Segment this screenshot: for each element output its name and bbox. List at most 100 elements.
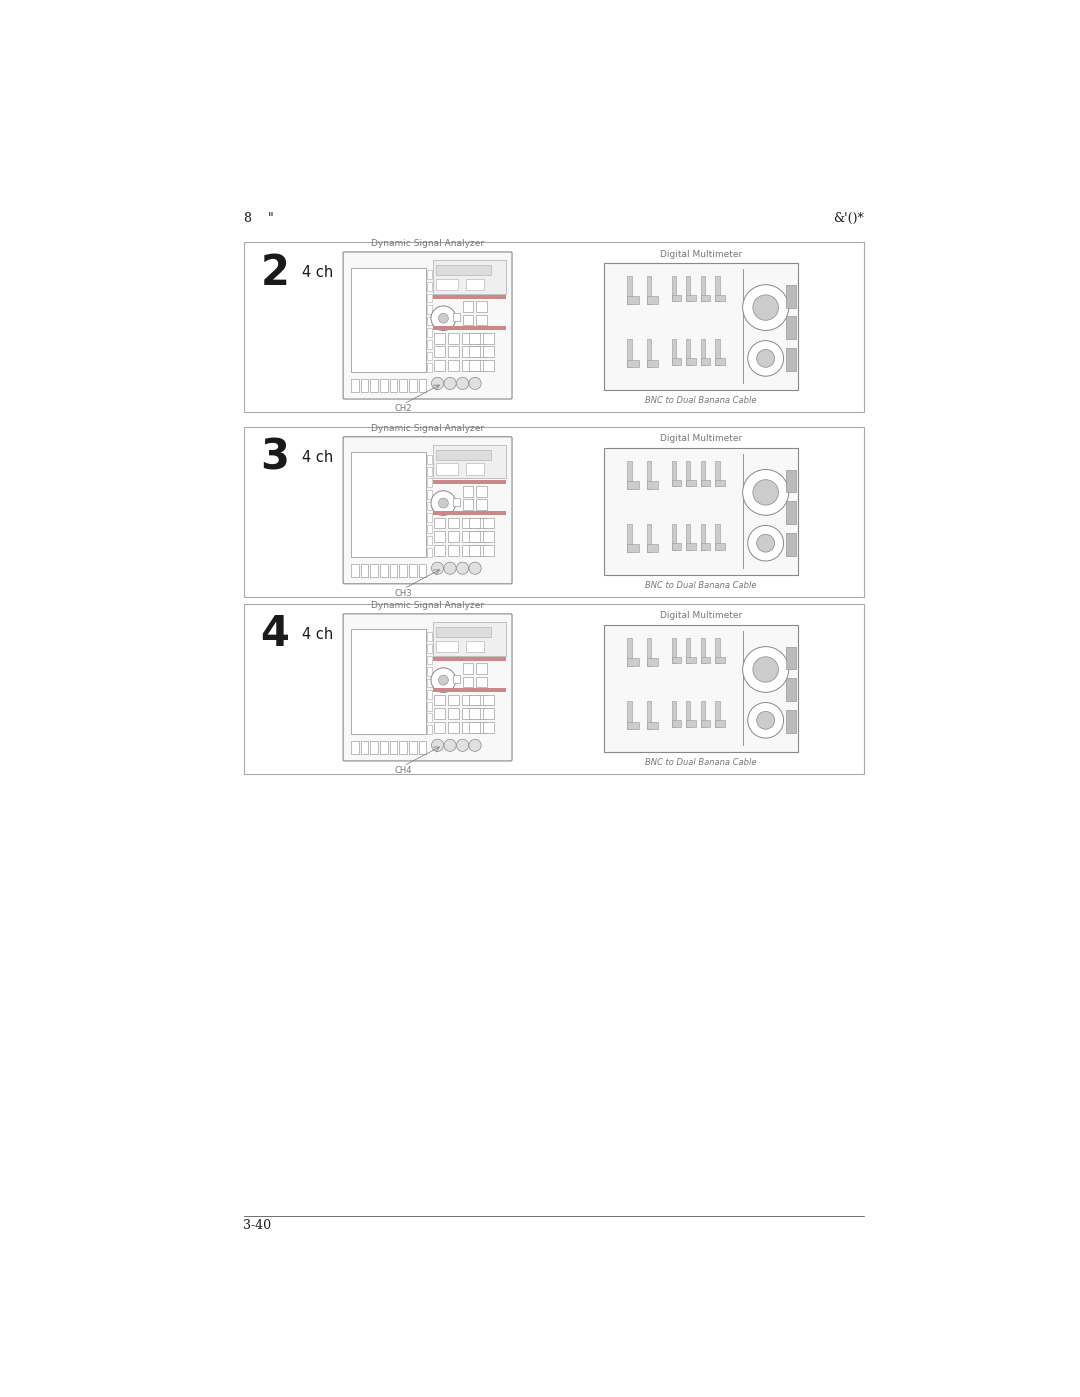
Bar bbox=[434, 360, 445, 372]
Bar bbox=[475, 360, 486, 372]
Bar bbox=[461, 708, 472, 719]
Bar bbox=[427, 668, 432, 676]
Bar bbox=[461, 694, 472, 705]
Bar bbox=[427, 282, 432, 291]
Circle shape bbox=[753, 479, 779, 506]
Bar bbox=[433, 260, 505, 293]
Bar bbox=[786, 317, 796, 339]
Bar bbox=[672, 657, 681, 664]
Bar bbox=[243, 605, 864, 774]
Bar bbox=[475, 531, 486, 542]
Bar bbox=[672, 461, 676, 486]
Bar bbox=[469, 545, 480, 556]
Bar bbox=[627, 524, 632, 552]
Bar bbox=[686, 275, 690, 302]
Text: BNC to Dual Banana Cable: BNC to Dual Banana Cable bbox=[645, 581, 756, 590]
Bar bbox=[686, 543, 696, 549]
Bar bbox=[686, 295, 696, 302]
Circle shape bbox=[457, 377, 469, 390]
Bar bbox=[409, 564, 417, 577]
Bar bbox=[454, 497, 460, 506]
Circle shape bbox=[438, 499, 448, 509]
Bar bbox=[475, 722, 486, 733]
Bar bbox=[786, 710, 796, 733]
Bar bbox=[390, 564, 397, 577]
Bar bbox=[434, 332, 445, 344]
Bar bbox=[476, 314, 487, 326]
Bar bbox=[427, 352, 432, 360]
Bar bbox=[351, 268, 426, 372]
Bar bbox=[427, 339, 432, 349]
FancyBboxPatch shape bbox=[343, 613, 512, 761]
Circle shape bbox=[431, 490, 456, 515]
Circle shape bbox=[743, 469, 788, 515]
Text: Dynamic Signal Analyzer: Dynamic Signal Analyzer bbox=[372, 601, 484, 610]
Bar bbox=[647, 296, 658, 303]
Bar bbox=[476, 486, 487, 496]
Bar bbox=[647, 359, 658, 367]
Bar bbox=[400, 379, 407, 393]
Circle shape bbox=[757, 349, 774, 367]
Bar bbox=[448, 722, 459, 733]
Bar bbox=[351, 379, 359, 393]
Bar bbox=[475, 346, 486, 358]
Bar bbox=[715, 657, 725, 664]
Bar bbox=[476, 676, 487, 687]
Circle shape bbox=[431, 668, 456, 693]
Bar bbox=[448, 346, 459, 358]
Bar bbox=[701, 461, 705, 486]
Text: 4: 4 bbox=[260, 613, 289, 655]
Bar bbox=[627, 545, 638, 552]
Circle shape bbox=[431, 306, 456, 331]
Bar bbox=[361, 564, 368, 577]
FancyBboxPatch shape bbox=[343, 437, 512, 584]
Bar bbox=[672, 637, 676, 664]
Bar bbox=[672, 524, 676, 549]
Bar bbox=[427, 525, 432, 534]
Bar bbox=[461, 360, 472, 372]
Bar bbox=[427, 363, 432, 372]
Bar bbox=[461, 332, 472, 344]
Bar bbox=[469, 332, 480, 344]
Bar bbox=[433, 511, 505, 514]
Bar bbox=[686, 701, 690, 726]
Bar bbox=[436, 450, 490, 460]
Bar bbox=[433, 481, 505, 485]
Circle shape bbox=[457, 562, 469, 574]
Bar bbox=[427, 655, 432, 664]
Bar bbox=[469, 517, 480, 528]
Bar bbox=[483, 722, 494, 733]
Bar bbox=[433, 446, 505, 478]
Bar bbox=[434, 346, 445, 358]
Bar bbox=[672, 275, 676, 302]
Bar bbox=[647, 701, 651, 729]
Circle shape bbox=[431, 377, 444, 390]
Circle shape bbox=[431, 562, 444, 574]
Bar bbox=[390, 379, 397, 393]
Bar bbox=[786, 469, 796, 492]
Bar bbox=[434, 545, 445, 556]
Bar bbox=[701, 359, 711, 365]
Bar bbox=[427, 714, 432, 722]
Circle shape bbox=[444, 739, 456, 752]
Bar bbox=[715, 701, 719, 726]
Bar bbox=[434, 708, 445, 719]
Bar bbox=[786, 679, 796, 701]
Bar bbox=[434, 517, 445, 528]
Bar bbox=[469, 722, 480, 733]
Circle shape bbox=[747, 525, 784, 562]
Bar bbox=[469, 694, 480, 705]
Circle shape bbox=[469, 377, 482, 390]
Bar bbox=[672, 543, 681, 549]
Bar bbox=[434, 531, 445, 542]
Bar bbox=[433, 622, 505, 655]
Bar bbox=[462, 486, 473, 496]
Bar bbox=[427, 328, 432, 337]
Bar bbox=[647, 481, 658, 489]
Bar bbox=[686, 339, 690, 365]
Bar bbox=[427, 679, 432, 687]
Bar bbox=[475, 708, 486, 719]
Bar bbox=[627, 481, 638, 489]
Text: BNC to Dual Banana Cable: BNC to Dual Banana Cable bbox=[645, 397, 756, 405]
Bar bbox=[647, 722, 658, 729]
